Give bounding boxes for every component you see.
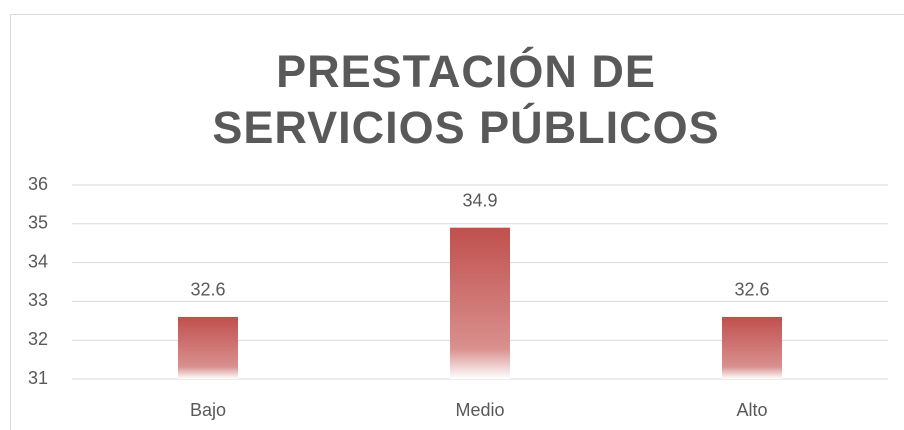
x-tick-label: Bajo [190, 400, 226, 420]
y-tick-label: 32 [28, 329, 48, 349]
data-label: 32.6 [734, 280, 769, 300]
y-tick-label: 34 [28, 251, 48, 271]
y-tick-label: 31 [28, 368, 48, 388]
y-tick-label: 36 [28, 174, 48, 194]
bar [722, 316, 782, 379]
chart-title: PRESTACIÓN DE SERVICIOS PÚBLICOS [212, 46, 720, 153]
x-tick-label: Alto [736, 400, 767, 420]
chart-title-box: PRESTACIÓN DE SERVICIOS PÚBLICOS [212, 46, 720, 153]
data-label: 32.6 [190, 280, 225, 300]
y-tick-label: 33 [28, 290, 48, 310]
data-label: 34.9 [462, 190, 497, 210]
bar [450, 227, 510, 379]
bar [178, 316, 238, 379]
x-tick-label: Medio [455, 400, 504, 420]
y-tick-label: 35 [28, 213, 48, 233]
